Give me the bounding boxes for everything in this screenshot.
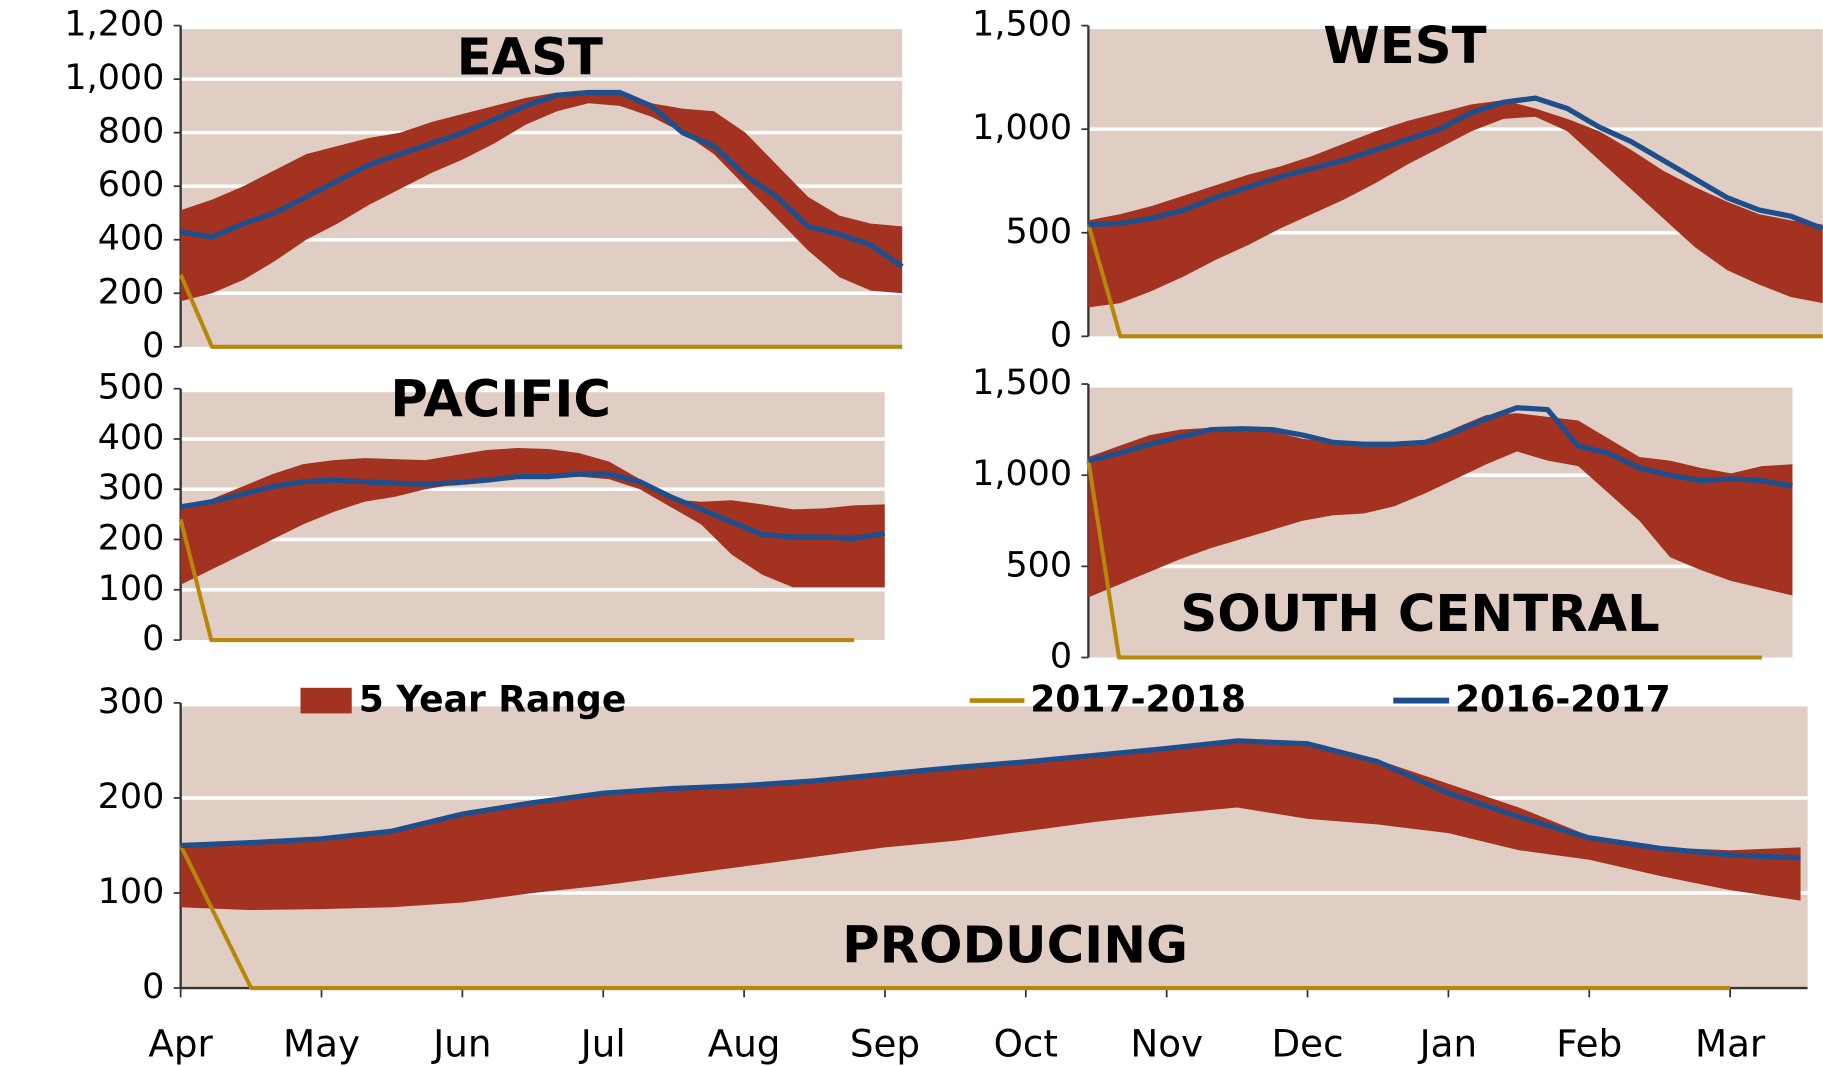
x-tick-label: Jul [579,1022,626,1066]
series-line [178,518,855,643]
y-tick-label: 200 [98,777,165,817]
y-tick-label: 0 [142,326,164,366]
panel-title: EAST [457,28,603,88]
y-tick-label: 400 [98,418,165,458]
y-tick-label: 0 [142,619,164,659]
x-tick-label: Feb [1556,1022,1622,1066]
x-tick-label: Jun [431,1022,491,1066]
y-tick-label: 1,000 [972,454,1072,494]
range-area [180,92,903,302]
y-tick-label: 300 [98,468,165,508]
y-tick-label: 200 [98,519,165,559]
panel-title: WEST [1323,16,1486,76]
series-line [178,273,903,349]
x-tick-label: Nov [1130,1022,1203,1066]
y-tick-label: 1,500 [972,5,1072,45]
x-tick-label: Aug [708,1022,781,1066]
y-tick-label: 1,200 [64,5,164,45]
y-tick-label: 100 [98,569,165,609]
x-tick-label: Sep [850,1022,920,1066]
series-line [1087,405,1793,489]
panel-title: PACIFIC [390,370,611,430]
y-tick-label: 300 [98,682,165,722]
x-tick-label: Jan [1418,1022,1477,1066]
series-line [1086,460,1762,660]
y-tick-label: 0 [142,967,164,1007]
range-area [1088,100,1823,308]
series-line [180,89,904,269]
x-tick-label: Apr [148,1022,213,1066]
y-tick-label: 200 [98,272,165,312]
legend-label: 2017-2018 [1030,679,1246,721]
x-tick-label: Oct [994,1022,1058,1066]
y-tick-label: 1,000 [972,108,1072,148]
y-tick-label: 1,500 [972,363,1072,403]
y-tick-label: 500 [98,368,165,408]
y-tick-label: 600 [98,165,165,205]
series-line [1088,95,1823,232]
series-line [180,738,1801,861]
legend-label: 2016-2017 [1455,679,1671,721]
y-tick-label: 400 [98,219,165,259]
y-tick-label: 500 [1005,212,1072,252]
y-tick-label: 500 [1005,545,1072,585]
range-area [180,740,1801,911]
y-tick-label: 100 [98,872,165,912]
x-tick-label: Dec [1272,1022,1344,1066]
legend-swatch [300,687,352,714]
x-tick-label: Mar [1695,1022,1766,1066]
series-line [1086,223,1823,339]
y-tick-label: 0 [1050,637,1072,677]
y-tick-label: 800 [98,112,165,152]
y-tick-label: 1,000 [64,58,164,98]
series-line [178,844,1731,991]
y-tick-label: 0 [1050,315,1072,355]
x-tick-label: May [283,1022,360,1066]
legend-label: 5 Year Range [359,679,627,721]
panel-title: PRODUCING [842,915,1188,975]
panel-title: SOUTH CENTRAL [1180,584,1659,644]
series-line [180,471,886,542]
